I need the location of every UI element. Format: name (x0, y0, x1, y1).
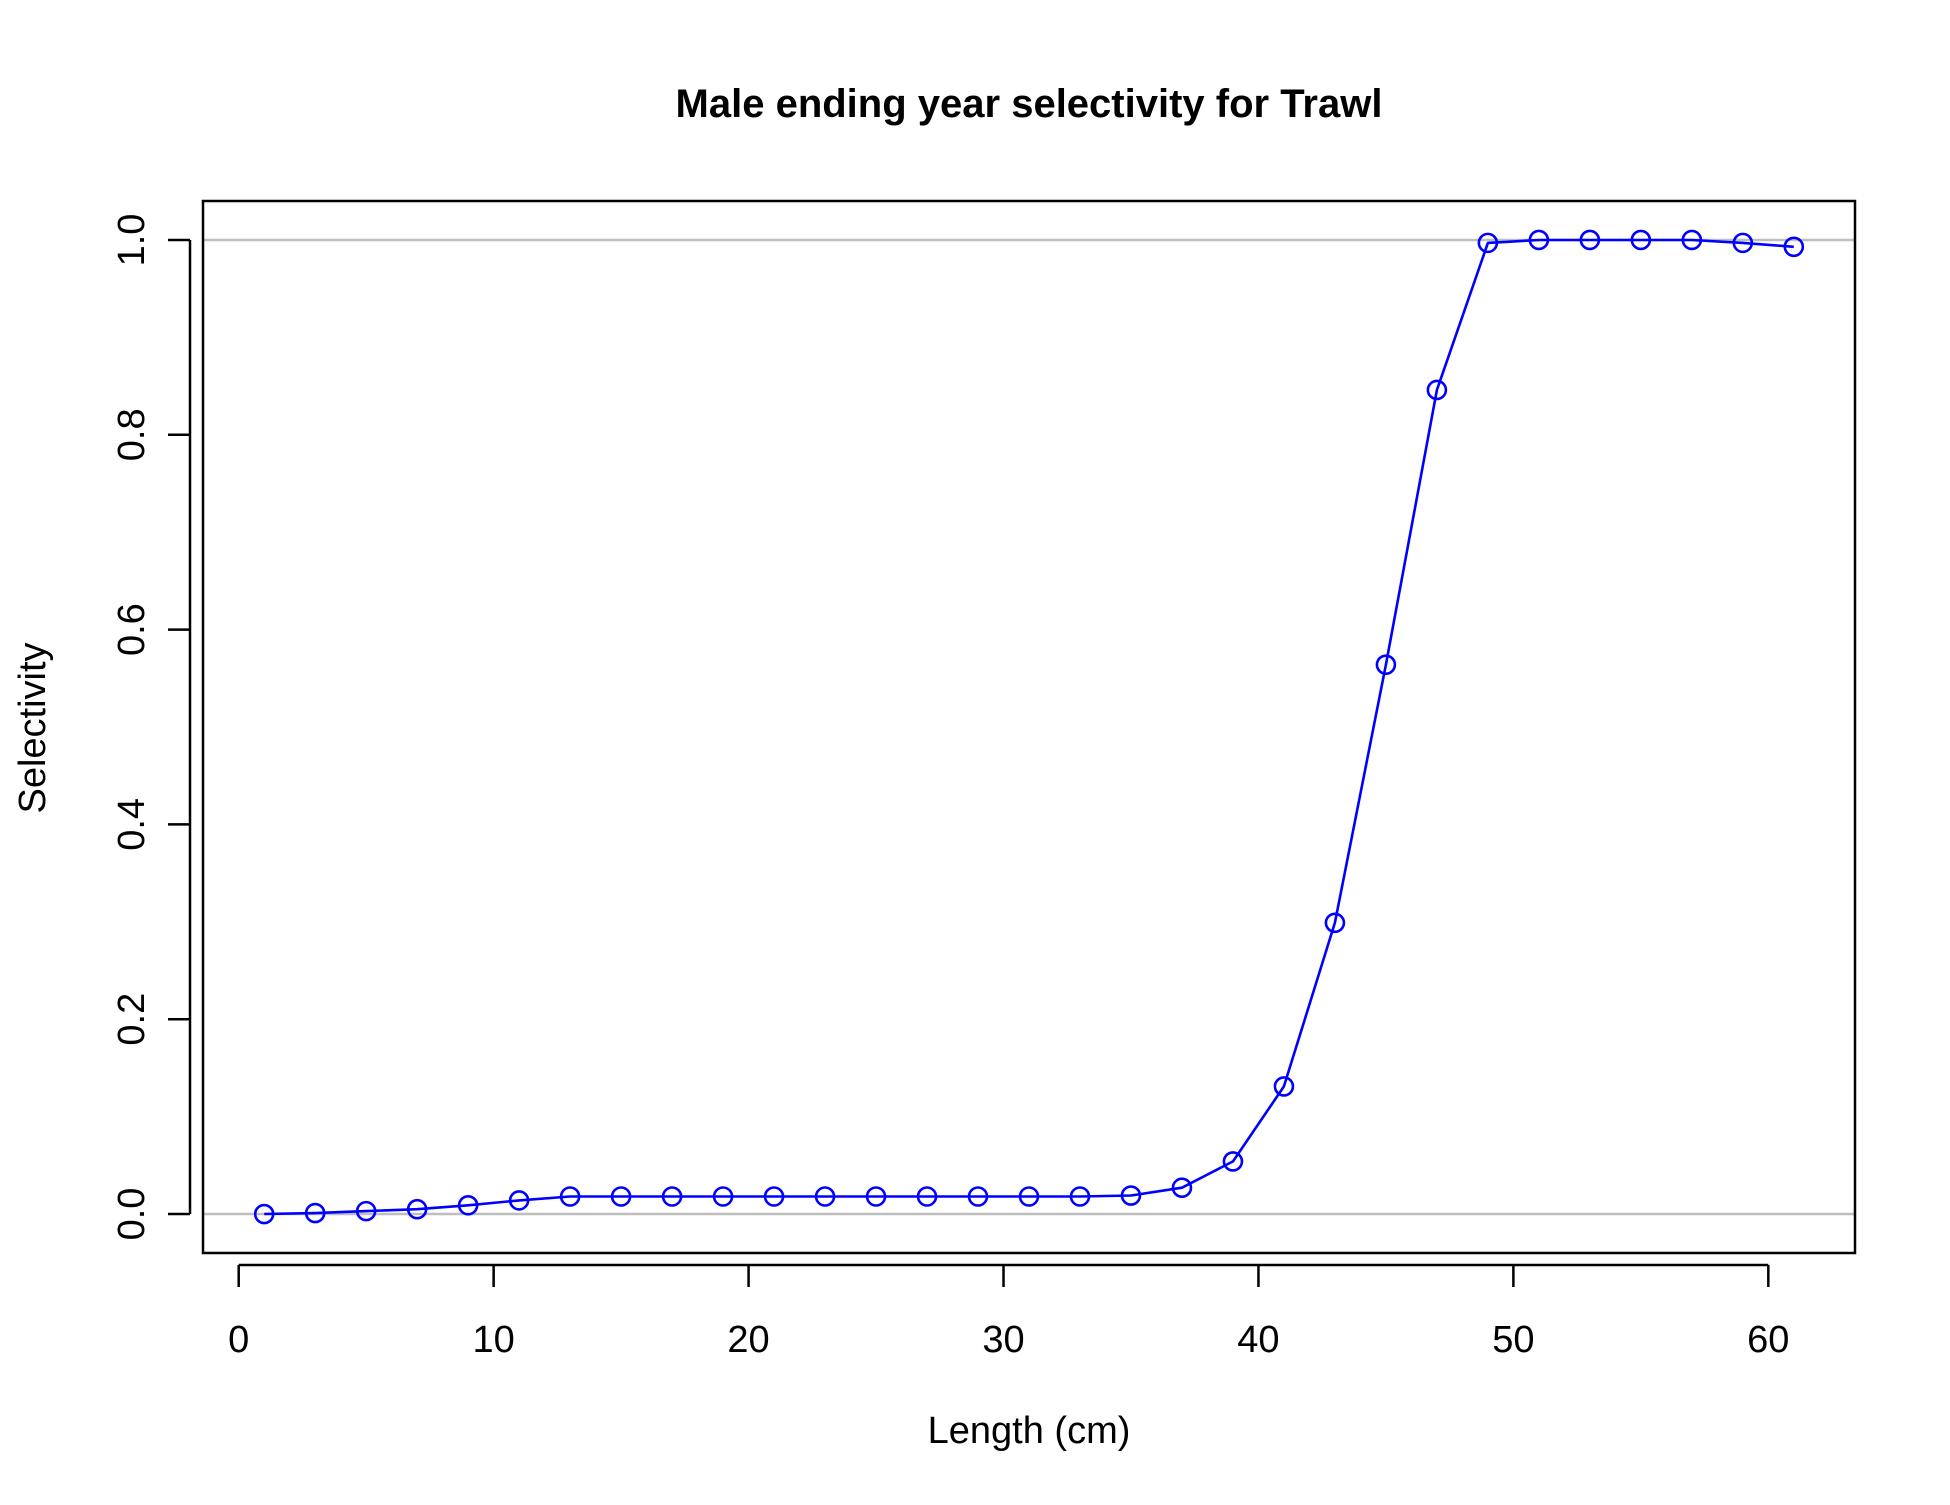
data-point-7 (610, 1186, 632, 1207)
plot-layer: 0 10 20 30 40 50 60 0.0 0.2 0.4 0.6 0.8 1.0 (111, 199, 1857, 1361)
y-tick-label-4: 0.8 (111, 408, 153, 461)
data-point-9 (712, 1186, 734, 1207)
data-point-13 (916, 1186, 938, 1207)
series-line (264, 238, 1794, 1216)
data-point-6 (559, 1186, 581, 1207)
data-point-14 (967, 1186, 989, 1207)
data-point-26 (1579, 229, 1601, 251)
data-point-22 (1375, 654, 1397, 675)
data-point-2 (355, 1200, 377, 1222)
x-tick-label-4: 40 (1237, 1319, 1279, 1361)
data-point-17 (1120, 1185, 1142, 1206)
chart-title: Male ending year selectivity for Trawl (676, 82, 1383, 126)
data-point-5 (508, 1190, 530, 1211)
y-tick-label-5: 1.0 (111, 214, 153, 267)
data-point-0 (253, 1203, 275, 1225)
data-point-12 (865, 1186, 887, 1207)
x-axis-label: Length (cm) (928, 1410, 1131, 1452)
data-point-29 (1732, 232, 1754, 254)
x-tick-label-5: 50 (1492, 1319, 1534, 1361)
data-point-8 (661, 1186, 683, 1207)
data-point-4 (457, 1194, 479, 1216)
data-point-15 (1018, 1186, 1040, 1207)
data-point-21 (1324, 912, 1346, 934)
data-point-23 (1426, 379, 1448, 401)
data-point-11 (814, 1186, 836, 1207)
data-point-28 (1681, 229, 1703, 251)
data-point-1 (304, 1202, 326, 1224)
data-point-18 (1171, 1177, 1193, 1199)
data-point-27 (1630, 229, 1652, 251)
y-tick-label-3: 0.6 (111, 603, 153, 656)
data-point-3 (406, 1198, 428, 1220)
y-axis-label: Selectivity (12, 642, 54, 813)
data-point-30 (1783, 236, 1805, 258)
x-tick-label-0: 0 (228, 1319, 249, 1361)
y-tick-label-1: 0.2 (111, 993, 153, 1046)
data-point-20 (1273, 1076, 1295, 1097)
x-tick-label-2: 20 (727, 1319, 769, 1361)
data-point-24 (1477, 232, 1499, 254)
y-tick-label-2: 0.4 (111, 798, 153, 851)
x-tick-label-1: 10 (472, 1319, 514, 1361)
x-tick-label-6: 60 (1747, 1319, 1789, 1361)
y-tick-label-0: 0.0 (111, 1188, 153, 1241)
x-tick-label-3: 30 (982, 1319, 1024, 1361)
plot-frame (201, 199, 1857, 1255)
data-point-10 (763, 1186, 785, 1207)
data-point-19 (1222, 1151, 1244, 1172)
data-point-25 (1528, 229, 1550, 251)
data-point-16 (1069, 1186, 1091, 1207)
